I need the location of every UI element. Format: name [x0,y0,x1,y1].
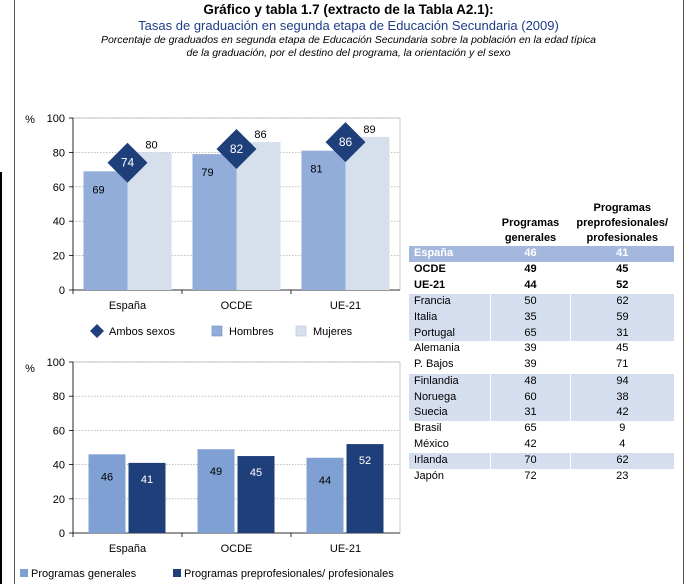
table-value-cell: 39 [524,358,537,371]
table-value-cell: 59 [570,309,674,326]
table-value-cell: 71 [616,358,629,371]
table-country-cell: México [414,437,449,450]
table-row: España 46 41 [409,246,674,262]
table-row: Francia 50 62 [409,293,674,310]
table-row: P. Bajos 39 71 [409,357,674,373]
table-header-cell: Programas generales [501,217,560,244]
table-country-cell: UE-21 [414,278,446,291]
table-value-cell: 60 [490,389,571,405]
table-value-cell: 49 [524,263,537,276]
table-row: Finlandia 48 94 [409,372,674,390]
table-country-cell: Suecia [409,404,491,421]
table-row: Portugal 65 31 [409,325,674,342]
table-value-cell: 23 [616,469,629,482]
table-row: México 42 4 [409,436,674,452]
table-value-cell: 9 [619,421,626,434]
table-value-cell: 44 [524,278,537,291]
table-row: Italia 35 59 [409,309,674,326]
table-country-cell: Japón [414,469,444,482]
table-row: Alemania 39 45 [409,341,674,357]
table-country-cell: Irlanda [409,451,491,469]
table-row: UE-21 44 52 [409,277,674,293]
table-country-cell: España [409,246,491,262]
table-value-cell: 65 [524,421,537,434]
table-row: Noruega 60 38 [409,389,674,405]
table-value-cell: 46 [490,246,571,262]
table-value-cell: 31 [570,325,674,342]
table-value-cell: 35 [490,309,571,326]
table-value-cell: 62 [570,293,674,310]
data-table: Programas generales Programas preprofesio… [409,201,674,484]
table-value-cell: 38 [570,389,674,405]
table-value-cell: 41 [570,246,674,262]
table-row: Japón 72 23 [409,469,674,485]
figure-subtitle: Tasas de graduación en segunda etapa de … [138,18,559,33]
figure-title: Gráfico y tabla 1.7 (extracto de la Tabl… [203,2,494,17]
table-value-cell: 52 [616,278,629,291]
table-row: Irlanda 70 62 [409,451,674,469]
table-row: OCDE 49 45 [409,262,674,278]
table-value-cell: 45 [616,263,629,276]
figure-note-line1: Porcentaje de graduados en segunda etapa… [100,34,597,46]
page-edge-bar [0,172,2,584]
table-value-cell: 65 [490,325,571,342]
table-value-cell: 45 [616,342,629,355]
table-country-cell: Francia [409,293,491,310]
figure-note-line2: de la graduación, por el destino del pro… [186,47,511,59]
table-country-cell: Italia [409,309,491,326]
table-header-row: Programas generales Programas preprofesio… [409,201,674,246]
table-value-cell: 42 [524,437,537,450]
table-value-cell: 70 [490,451,571,469]
table-row: Brasil 65 9 [409,421,674,437]
table-header-cell: Programas preprofesionales/ profesionale… [576,202,669,244]
table-country-cell: Alemania [414,342,460,355]
table-country-cell: Brasil [414,421,442,434]
table-country-cell: Noruega [409,389,491,405]
table-value-cell: 62 [570,451,674,469]
table-value-cell: 72 [524,469,537,482]
table-header-cell [409,201,491,246]
table-value-cell: 4 [619,437,626,450]
table-country-cell: P. Bajos [414,358,454,371]
table-country-cell: Finlandia [409,372,491,390]
table-row: Suecia 31 42 [409,404,674,421]
table-value-cell: 48 [490,372,571,390]
table-value-cell: 39 [524,342,537,355]
table-value-cell: 94 [570,372,674,390]
figure-header: Gráfico y tabla 1.7 (extracto de la Tabl… [0,2,697,60]
table-value-cell: 50 [490,293,571,310]
table-value-cell: 31 [490,404,571,421]
table-country-cell: OCDE [414,263,446,276]
table-value-cell: 42 [570,404,674,421]
figure-frame [14,0,684,584]
table-country-cell: Portugal [409,325,491,342]
